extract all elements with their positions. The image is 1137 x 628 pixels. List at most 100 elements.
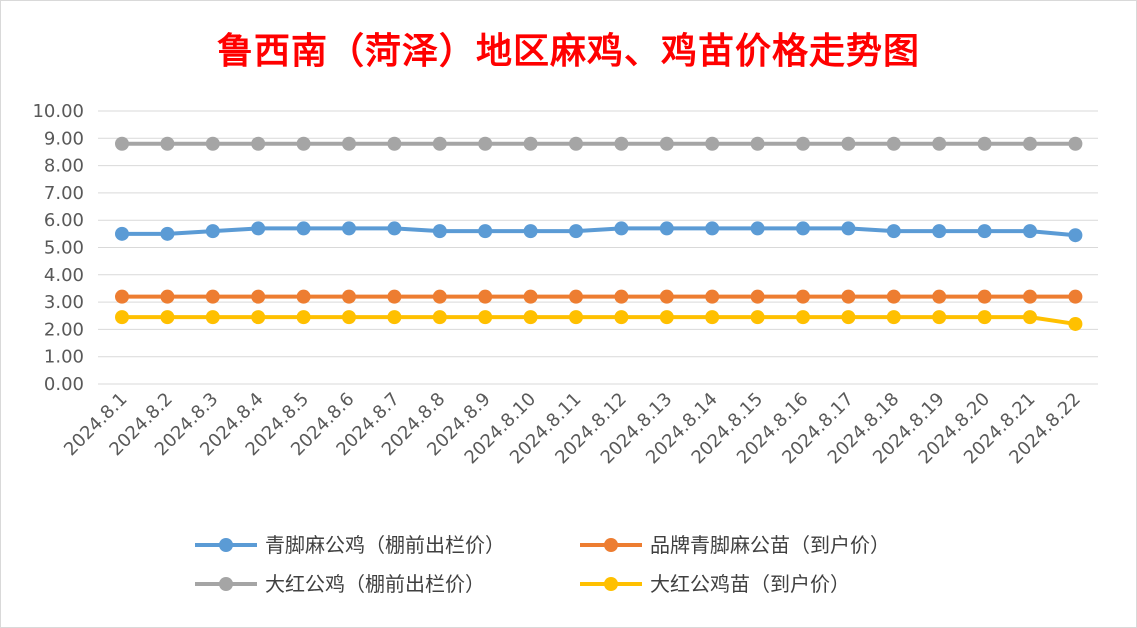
series-4 [115,310,1083,331]
data-point [705,310,720,325]
data-point [841,221,856,236]
data-point [523,310,538,325]
data-point [523,136,538,151]
data-point [659,289,674,304]
data-point [977,310,992,325]
data-point [432,310,447,325]
data-point [387,289,402,304]
data-point [932,224,947,239]
data-point [1068,136,1083,151]
data-point [705,221,720,236]
data-point [342,310,356,325]
data-point [387,221,402,236]
data-point [523,289,538,304]
data-point [977,289,992,304]
y-tick-label: 4.00 [44,265,84,286]
data-point [796,310,810,325]
legend-label: 大红公鸡（棚前出栏价） [265,572,485,596]
series-3 [115,136,1083,151]
y-tick-label: 9.00 [44,128,84,149]
data-point [750,310,765,325]
data-point [614,221,629,236]
data-point [705,136,720,151]
data-point [342,221,356,236]
data-point [1023,289,1037,304]
legend-swatch-marker [604,577,618,591]
data-point [478,289,493,304]
data-point [115,226,129,241]
series-line [122,226,1076,238]
y-tick-label: 5.00 [44,238,84,259]
data-point [886,224,901,239]
chart-title: 鲁西南（菏泽）地区麻鸡、鸡苗价格走势图 [216,30,920,72]
legend-item: 大红公鸡苗（到户价） [580,572,850,596]
data-point [432,289,447,304]
data-point [342,289,356,304]
data-point [205,310,220,325]
data-point [614,310,629,325]
data-point [1068,228,1083,243]
data-point [115,310,129,325]
data-point [886,310,901,325]
data-point [932,310,947,325]
data-point [251,136,266,151]
data-point [523,224,538,239]
data-point [1068,289,1083,304]
data-point [841,310,856,325]
data-point [932,136,947,151]
series-lines [115,136,1083,331]
data-point [251,310,266,325]
data-point [1068,316,1083,331]
legend-swatch-marker [604,538,618,552]
y-tick-label: 7.00 [44,183,84,204]
data-point [387,310,402,325]
data-point [432,224,447,239]
data-point [296,310,311,325]
data-point [750,289,765,304]
y-tick-label: 8.00 [44,156,84,177]
data-point [841,289,856,304]
data-point [569,224,583,239]
data-point [977,136,992,151]
data-point [796,289,810,304]
data-point [115,289,129,304]
data-point [205,136,220,151]
y-axis-ticks: 0.00 1.00 2.00 3.00 4.00 5.00 6.00 7.00 8.00 9.00… [32,101,84,395]
y-tick-label: 3.00 [44,292,84,313]
series-line [122,315,1076,326]
data-point [569,289,583,304]
data-point [796,221,810,236]
data-point [977,224,992,239]
y-tick-label: 10.00 [32,101,84,122]
data-point [205,289,220,304]
series-2 [115,289,1083,304]
x-axis-ticks: 2024.8.12024.8.22024.8.32024.8.42024.8.5… [60,389,1085,469]
y-tick-label: 1.00 [44,347,84,368]
legend-label: 品牌青脚麻公苗（到户价） [650,533,890,557]
data-point [886,289,901,304]
data-point [205,224,220,239]
data-point [160,226,175,241]
data-point [750,221,765,236]
data-point [750,136,765,151]
data-point [569,136,583,151]
data-point [432,136,447,151]
gridlines [98,110,1098,385]
data-point [705,289,720,304]
data-point [342,136,356,151]
data-point [841,136,856,151]
data-point [251,221,266,236]
data-point [478,310,493,325]
legend-label: 青脚麻公鸡（棚前出栏价） [265,533,505,557]
data-point [659,310,674,325]
data-point [659,136,674,151]
data-point [659,221,674,236]
legend-swatch-marker [219,577,233,591]
data-point [614,136,629,151]
data-point [569,310,583,325]
legend-item: 大红公鸡（棚前出栏价） [195,572,485,596]
y-tick-label: 6.00 [44,210,84,231]
data-point [296,289,311,304]
